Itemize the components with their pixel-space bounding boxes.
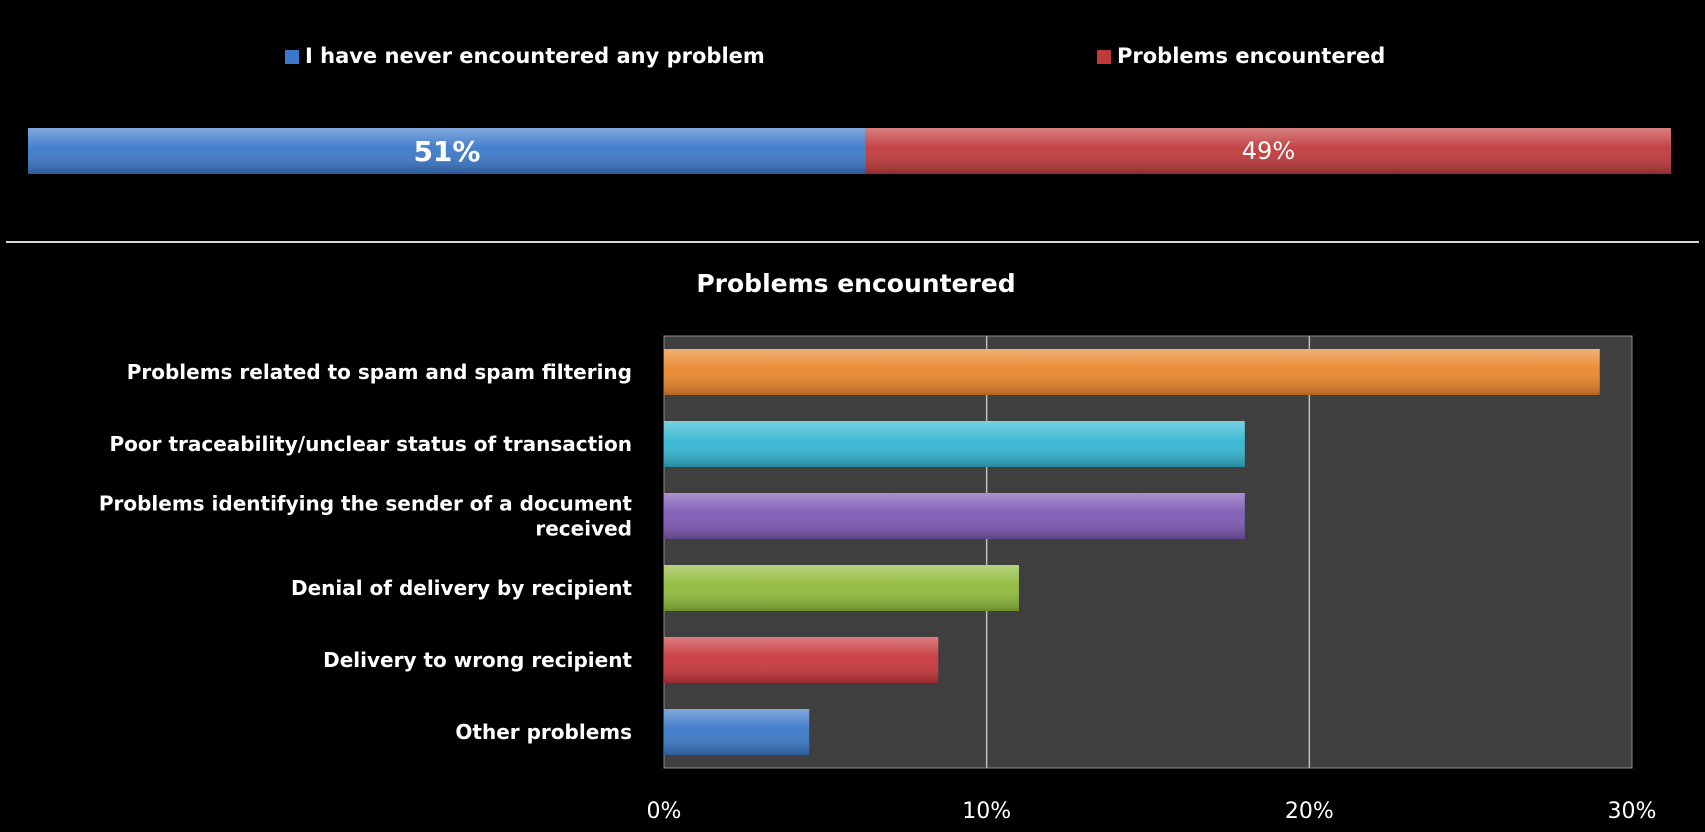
legend-label-never: I have never encountered any problem <box>305 44 765 68</box>
bars <box>664 349 1600 755</box>
bar-segment-encountered-shade <box>865 128 1671 174</box>
x-tick-label: 20% <box>1285 799 1334 824</box>
chart-title: Problems encountered <box>696 269 1015 298</box>
legend-swatch-never <box>285 50 299 64</box>
category-label: Poor traceability/unclear status of tran… <box>110 432 633 456</box>
bar-shade <box>664 709 810 755</box>
bar-shade <box>664 349 1600 395</box>
category-label: Denial of delivery by recipient <box>291 576 632 600</box>
panel-divider <box>6 241 1699 243</box>
summary-panel <box>6 6 1699 240</box>
category-label: Delivery to wrong recipient <box>323 648 632 672</box>
bar-shade <box>664 565 1019 611</box>
bar-shade <box>664 421 1245 467</box>
x-tick-label: 30% <box>1608 799 1657 824</box>
bar-shade <box>664 493 1245 539</box>
category-labels: Problems related to spam and spam filter… <box>99 360 633 744</box>
grid-lines <box>985 336 1311 768</box>
category-label: Other problems <box>455 720 632 744</box>
bar-label-never: 51% <box>413 135 480 168</box>
category-label: Problems related to spam and spam filter… <box>127 360 632 384</box>
stacked-bar: 51% 49% <box>28 128 1671 174</box>
x-tick-label: 0% <box>647 799 682 824</box>
legend-swatch-encountered <box>1097 50 1111 64</box>
x-tick-label: 10% <box>962 799 1011 824</box>
bar-segment-never-shade <box>28 128 866 174</box>
legend-label-encountered: Problems encountered <box>1117 44 1385 68</box>
category-label: Problems identifying the sender of a doc… <box>99 492 633 516</box>
x-tick-labels: 0% 10% 20% 30% <box>647 799 1657 824</box>
bar-label-encountered: 49% <box>1242 137 1295 165</box>
category-label: received <box>535 517 632 541</box>
plot-area <box>663 335 1633 769</box>
bar-shade <box>664 637 939 683</box>
